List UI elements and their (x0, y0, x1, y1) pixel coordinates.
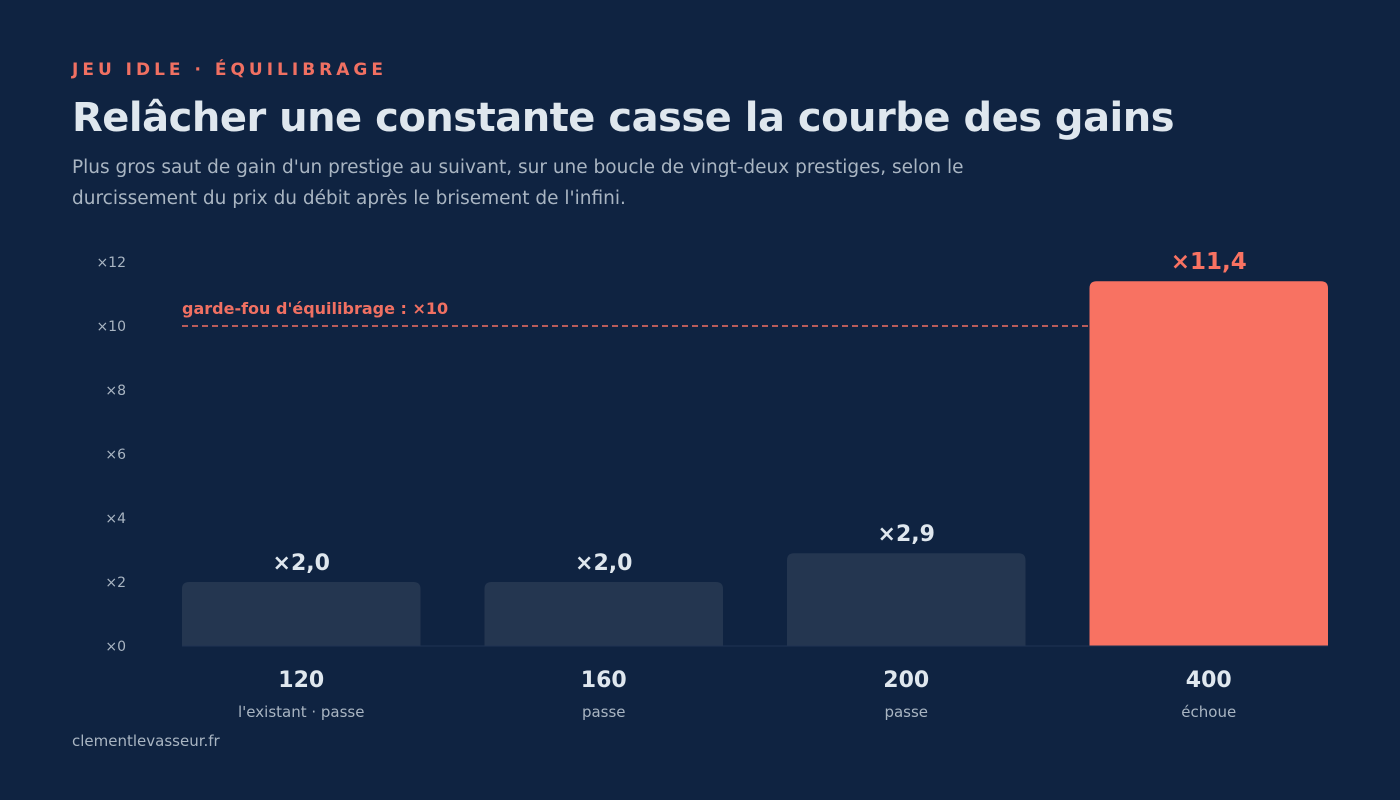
x-tick-label: 400 (1186, 668, 1232, 693)
source-credit: clementlevasseur.fr (72, 732, 220, 750)
y-tick-label: ×4 (105, 511, 126, 527)
bar (484, 582, 723, 646)
page-subtitle: Plus gros saut de gain d'un prestige au … (72, 157, 964, 209)
x-tick-label: 120 (278, 668, 324, 693)
eyebrow-label: JEU IDLE · ÉQUILIBRAGE (72, 60, 387, 80)
y-tick-label: ×12 (96, 255, 126, 271)
x-tick-sublabel: passe (582, 703, 626, 721)
bar-value-label: ×2,9 (878, 522, 935, 547)
y-tick-label: ×6 (105, 447, 126, 463)
bar (182, 582, 421, 646)
y-tick-label: ×2 (105, 575, 126, 591)
threshold-label: garde-fou d'équilibrage : ×10 (182, 299, 448, 318)
x-tick-label: 160 (581, 668, 627, 693)
bar (787, 553, 1026, 646)
bar-value-label: ×2,0 (273, 551, 330, 576)
bar-value-label: ×11,4 (1171, 249, 1247, 275)
x-tick-sublabel: échoue (1181, 703, 1236, 721)
y-tick-label: ×0 (105, 639, 126, 655)
x-tick-sublabel: l'existant · passe (238, 703, 364, 721)
bar-value-label: ×2,0 (575, 551, 632, 576)
y-tick-label: ×10 (96, 319, 126, 335)
bar (1089, 281, 1328, 646)
y-tick-label: ×8 (105, 383, 126, 399)
x-tick-label: 200 (883, 668, 929, 693)
x-tick-sublabel: passe (884, 703, 928, 721)
page-title: Relâcher une constante casse la courbe d… (72, 95, 1175, 141)
